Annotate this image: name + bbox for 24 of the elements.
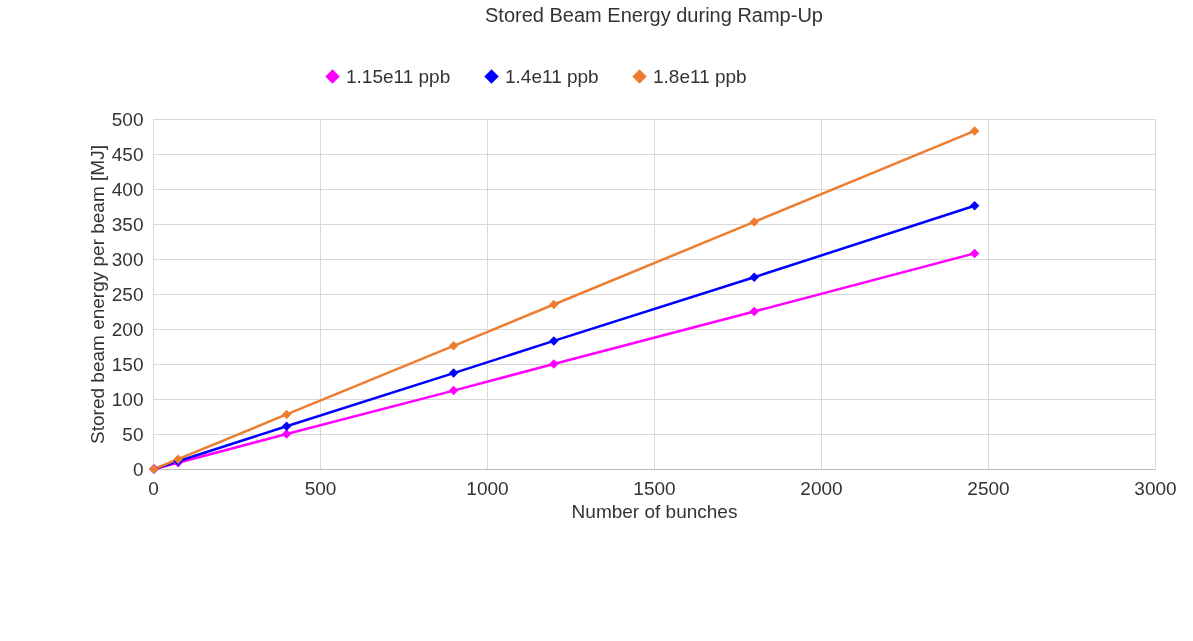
y-tick-label: 400 [111,178,144,200]
legend-label: 1.15e11 ppb [346,65,451,87]
legend-label: 1.4e11 ppb [505,65,599,87]
x-tick-label: 2500 [967,477,1010,499]
x-tick-label: 3000 [1134,477,1177,499]
y-tick-label: 50 [122,423,144,445]
x-tick-label: 500 [304,477,337,499]
y-tick-label: 0 [132,458,144,480]
y-tick-label: 500 [111,108,144,130]
y-tick-label: 450 [111,143,144,165]
x-tick-label: 1500 [633,477,676,499]
x-tick-label: 2000 [800,477,843,499]
y-tick-label: 300 [111,248,144,270]
y-tick-label: 150 [111,353,144,375]
y-tick-label: 250 [111,283,144,305]
x-tick-label: 0 [148,477,159,499]
y-tick-label: 200 [111,318,144,340]
x-tick-label: 1000 [466,477,509,499]
y-axis-title: Stored beam energy per beam [MJ] [86,145,108,444]
x-axis-title: Number of bunches [571,500,738,522]
chart-title: Stored Beam Energy during Ramp-Up [485,4,823,26]
legend-label: 1.8e11 ppb [653,65,747,87]
y-tick-label: 350 [111,213,144,235]
y-tick-label: 100 [111,388,144,410]
